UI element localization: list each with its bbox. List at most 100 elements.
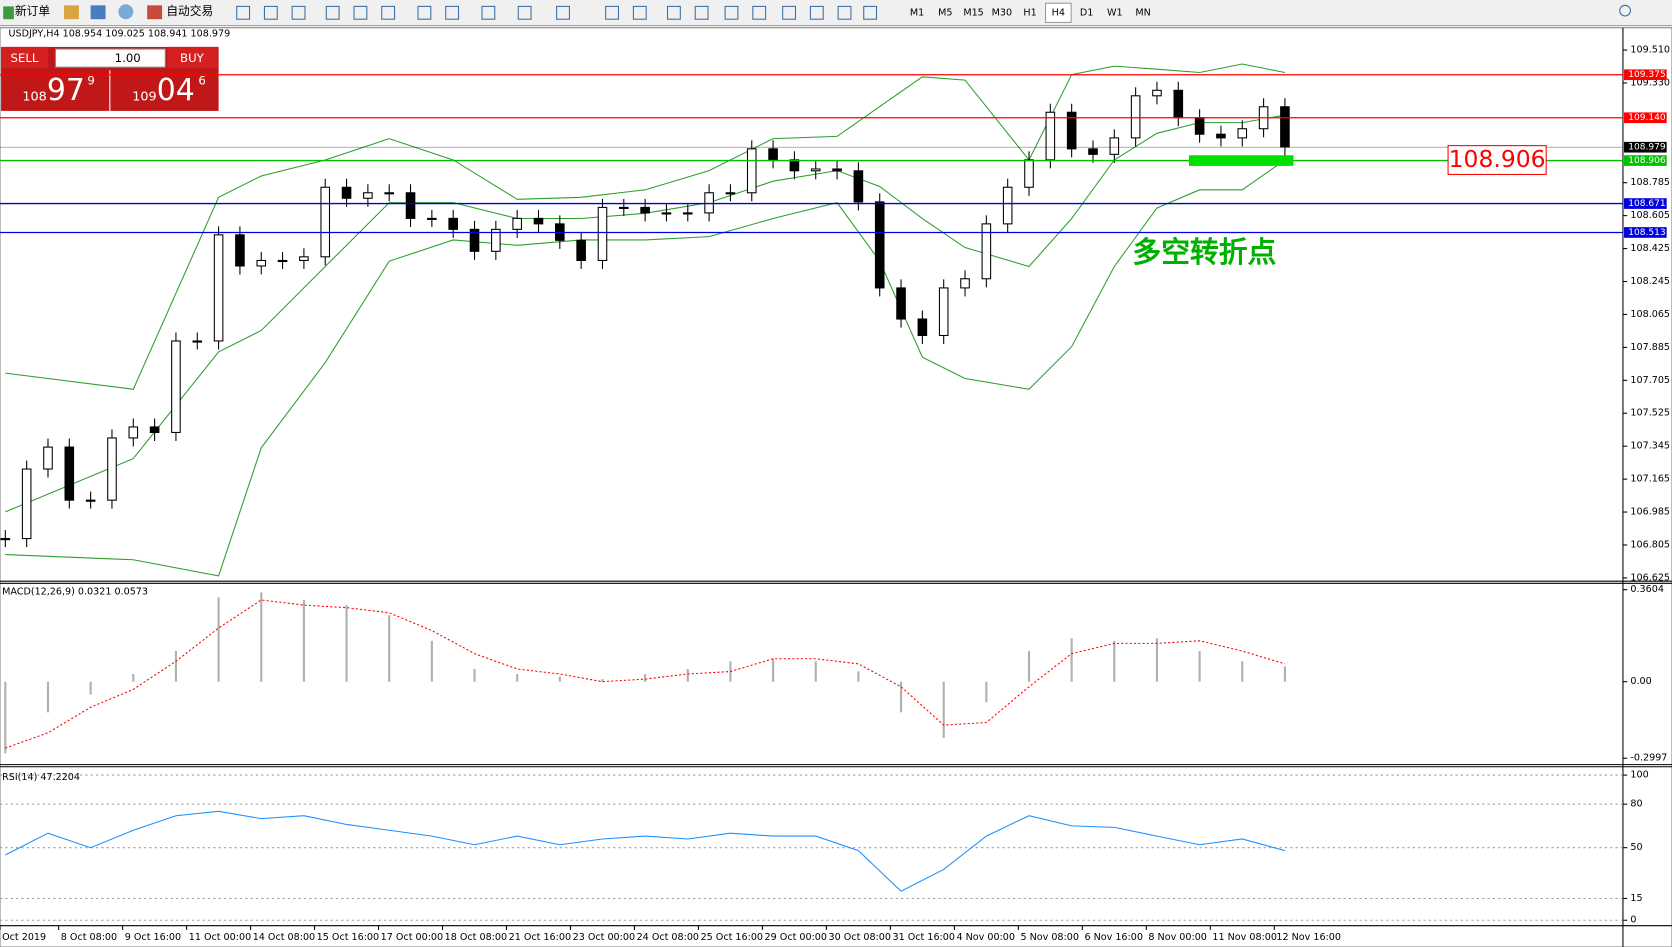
macd-header: MACD(12,26,9) 0.0321 0.0573 bbox=[2, 586, 148, 597]
sell-point[interactable]: 9 bbox=[87, 74, 94, 88]
timeframe[interactable]: W1 bbox=[1107, 7, 1123, 18]
tool-icon[interactable] bbox=[837, 5, 852, 20]
candle bbox=[277, 259, 288, 263]
candle bbox=[0, 538, 11, 541]
icon[interactable] bbox=[118, 4, 134, 20]
chart-header: USDJPY,H4 108.954 109.025 108.941 108.97… bbox=[9, 29, 231, 40]
price-callout bbox=[1447, 145, 1547, 175]
y-tick-label: 107.345 bbox=[1630, 441, 1670, 452]
y-tick-label: 0.3604 bbox=[1630, 584, 1664, 595]
buy-big[interactable]: 109 bbox=[132, 90, 156, 105]
new-order[interactable]: 新订单 bbox=[15, 4, 50, 18]
tool-icon[interactable] bbox=[417, 5, 432, 20]
sell-big[interactable]: 108 bbox=[22, 90, 46, 105]
candle bbox=[874, 201, 885, 289]
timeframe[interactable]: M30 bbox=[992, 7, 1012, 18]
tool-icon[interactable] bbox=[291, 5, 306, 20]
tool-icon[interactable] bbox=[325, 5, 340, 20]
tool-icon[interactable] bbox=[752, 5, 767, 20]
tool-icon[interactable] bbox=[236, 5, 251, 20]
tool-icon[interactable] bbox=[353, 5, 368, 20]
candle bbox=[938, 287, 949, 337]
x-tick-label: Oct 2019 bbox=[2, 932, 46, 943]
timeframe[interactable]: H4 bbox=[1052, 7, 1065, 18]
tool-icon[interactable] bbox=[809, 5, 824, 20]
candle bbox=[128, 426, 139, 439]
timeframe[interactable]: H1 bbox=[1023, 7, 1036, 18]
candle bbox=[1194, 117, 1205, 135]
timeframe[interactable]: M5 bbox=[938, 7, 952, 18]
tool-icon[interactable] bbox=[517, 5, 532, 20]
x-tick-label: 29 Oct 00:00 bbox=[765, 932, 827, 943]
level-label: 108.671 bbox=[1628, 199, 1665, 209]
macd-signal bbox=[5, 599, 1286, 749]
timeframe[interactable]: D1 bbox=[1080, 7, 1093, 18]
buy-button[interactable] bbox=[167, 46, 218, 69]
buy-point[interactable]: 6 bbox=[198, 74, 205, 88]
sell-button[interactable] bbox=[1, 46, 48, 69]
candle bbox=[149, 426, 160, 433]
timeframe-active bbox=[1045, 2, 1072, 23]
x-tick-label: 14 Oct 08:00 bbox=[253, 932, 315, 943]
icon[interactable] bbox=[90, 5, 106, 20]
tool-icon[interactable] bbox=[445, 5, 460, 20]
candle bbox=[810, 168, 821, 172]
bollinger-upper bbox=[5, 63, 1286, 390]
candle bbox=[384, 192, 395, 195]
y-tick-label: 0 bbox=[1630, 915, 1636, 926]
trade-panel: SELL BUY 1.00 108 97 9 109 04 6 bbox=[1, 46, 219, 111]
annotation: 多空转折点 bbox=[1132, 235, 1276, 269]
tool-icon[interactable] bbox=[694, 5, 709, 20]
search-icon[interactable] bbox=[1619, 4, 1631, 17]
y-tick-label: 106.985 bbox=[1630, 507, 1670, 518]
candle bbox=[235, 234, 245, 267]
level-tag bbox=[1624, 141, 1667, 153]
candle bbox=[512, 217, 522, 230]
tool-icon[interactable] bbox=[724, 5, 739, 20]
candle bbox=[1130, 95, 1141, 139]
level-tag bbox=[1624, 112, 1667, 124]
x-tick-label: 25 Oct 16:00 bbox=[701, 932, 763, 943]
tool-icon[interactable] bbox=[556, 5, 570, 20]
auto-trading-icon[interactable] bbox=[147, 5, 163, 20]
candle bbox=[597, 206, 608, 261]
tool-icon[interactable] bbox=[632, 5, 647, 20]
sell-label[interactable]: SELL bbox=[11, 51, 39, 65]
timeframe[interactable]: M1 bbox=[910, 7, 924, 18]
level-tag bbox=[1624, 227, 1667, 238]
buy-label[interactable]: BUY bbox=[180, 51, 205, 65]
candle bbox=[1173, 89, 1184, 119]
timeframe[interactable]: M15 bbox=[963, 7, 983, 18]
icon[interactable] bbox=[63, 5, 79, 20]
tool-icon[interactable] bbox=[782, 5, 797, 20]
sell-pips[interactable]: 97 bbox=[47, 73, 85, 108]
tool-icon[interactable] bbox=[666, 5, 681, 20]
y-tick-label: 108.785 bbox=[1630, 177, 1670, 188]
y-tick-label: 0.00 bbox=[1630, 676, 1651, 687]
bollinger-lower bbox=[5, 159, 1286, 577]
timeframe[interactable]: MN bbox=[1135, 7, 1150, 18]
buy-pips[interactable]: 04 bbox=[157, 73, 195, 108]
tool-icon[interactable] bbox=[863, 5, 878, 20]
candle bbox=[1280, 106, 1290, 148]
y-tick-label: 107.885 bbox=[1630, 342, 1670, 353]
candle bbox=[192, 340, 203, 343]
new-order-icon[interactable] bbox=[3, 6, 14, 20]
y-tick-label: 15 bbox=[1630, 893, 1642, 904]
x-tick-label: 21 Oct 16:00 bbox=[509, 932, 571, 943]
tool-icon[interactable] bbox=[605, 5, 620, 20]
lot-value[interactable]: 1.00 bbox=[115, 51, 141, 65]
bollinger-middle bbox=[5, 114, 1286, 513]
level-tag bbox=[1624, 155, 1667, 166]
lot-input[interactable] bbox=[54, 48, 166, 68]
y-tick-label: 106.625 bbox=[1630, 572, 1670, 583]
candle bbox=[917, 318, 928, 337]
tool-icon[interactable] bbox=[481, 5, 496, 20]
x-tick-label: 15 Oct 16:00 bbox=[317, 932, 379, 943]
auto-trading[interactable]: 自动交易 bbox=[166, 4, 213, 18]
tool-icon[interactable] bbox=[263, 5, 278, 20]
candle bbox=[725, 192, 736, 195]
candle bbox=[491, 228, 501, 252]
tool-icon[interactable] bbox=[381, 5, 396, 20]
candle bbox=[1237, 128, 1248, 139]
